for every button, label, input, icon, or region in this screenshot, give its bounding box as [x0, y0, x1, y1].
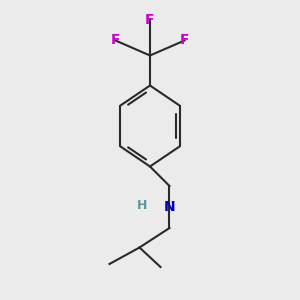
Text: F: F	[180, 34, 189, 47]
Text: F: F	[145, 13, 155, 26]
Text: F: F	[111, 34, 120, 47]
Text: N: N	[164, 200, 175, 214]
Text: H: H	[137, 199, 148, 212]
